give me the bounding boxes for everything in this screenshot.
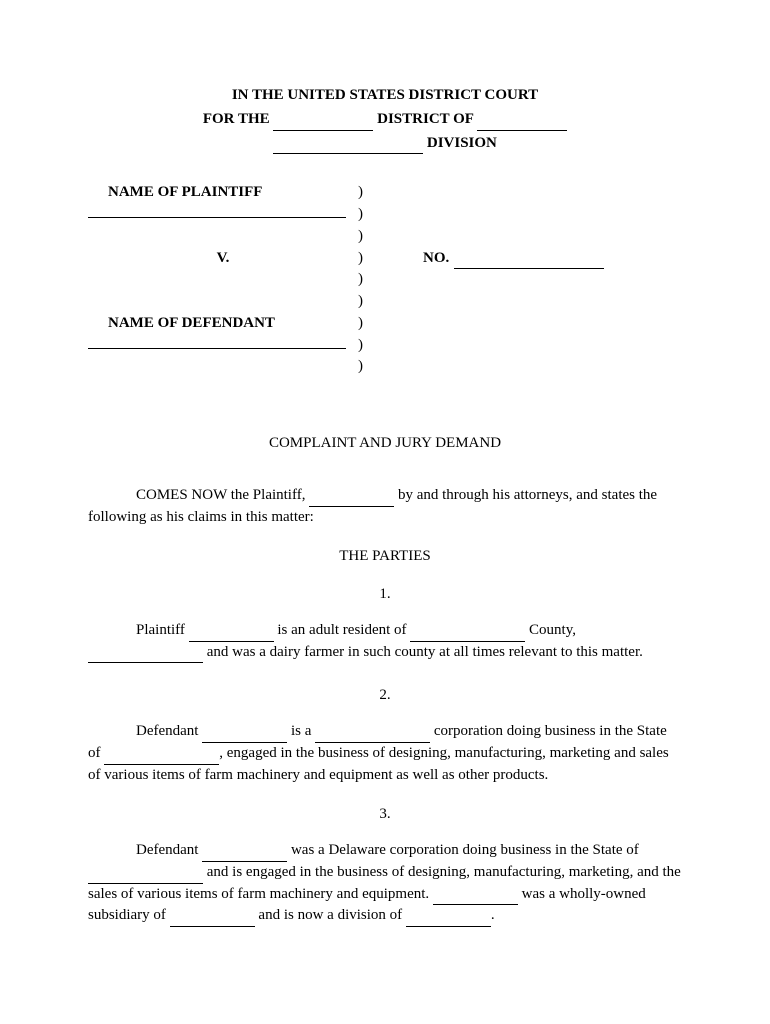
header-text-2a: FOR THE <box>203 111 274 127</box>
intro-text-a: COMES NOW the Plaintiff, <box>136 487 309 503</box>
header-text-2b: DISTRICT OF <box>373 111 477 127</box>
caption-paren: ) <box>358 204 373 226</box>
caption-paren: ) <box>358 226 373 248</box>
p2-blank-2[interactable] <box>315 742 430 743</box>
p1-text-b: is an adult resident of <box>274 622 411 638</box>
p3-text-b: was a Delaware corporation doing busines… <box>287 842 639 858</box>
court-header-line3: DIVISION <box>88 133 682 155</box>
p3-blank-1[interactable] <box>202 861 287 862</box>
district-blank-1[interactable] <box>273 130 373 131</box>
p2-blank-1[interactable] <box>202 742 287 743</box>
court-header-line1: IN THE UNITED STATES DISTRICT COURT <box>88 85 682 107</box>
case-no-label: NO. <box>423 250 449 266</box>
caption-paren: ) <box>358 291 373 313</box>
p1-text-a: Plaintiff <box>136 622 189 638</box>
plaintiff-inline-blank[interactable] <box>309 506 394 507</box>
header-text-3b: DIVISION <box>423 135 497 151</box>
parties-heading: THE PARTIES <box>88 546 682 568</box>
defendant-name-blank[interactable] <box>88 335 346 349</box>
p1-text-d: and was a dairy farmer in such county at… <box>203 644 643 660</box>
caption-paren: ) <box>358 248 373 270</box>
district-blank-2[interactable] <box>477 130 567 131</box>
p2-text-b: is a <box>287 723 315 739</box>
p3-blank-4[interactable] <box>170 926 255 927</box>
court-header-line2: FOR THE DISTRICT OF <box>88 109 682 131</box>
p2-text-a: Defendant <box>136 723 202 739</box>
defendant-label: NAME OF DEFENDANT <box>88 313 358 335</box>
case-caption: NAME OF PLAINTIFF ) ) ) V. ) NO. ) ) NAM… <box>88 182 682 378</box>
paragraph-2: Defendant is a corporation doing busines… <box>88 721 682 786</box>
p3-text-e: and is now a division of <box>255 907 406 923</box>
p3-blank-5[interactable] <box>406 926 491 927</box>
p3-text-a: Defendant <box>136 842 202 858</box>
para-1-number: 1. <box>88 584 682 606</box>
p1-text-c: County, <box>525 622 576 638</box>
p3-blank-3[interactable] <box>433 904 518 905</box>
caption-paren: ) <box>358 356 373 378</box>
p1-blank-3[interactable] <box>88 662 203 663</box>
p1-blank-1[interactable] <box>189 641 274 642</box>
plaintiff-label: NAME OF PLAINTIFF <box>88 182 358 204</box>
caption-paren: ) <box>358 335 373 357</box>
header-text-1: IN THE UNITED STATES DISTRICT COURT <box>232 87 538 103</box>
document-title: COMPLAINT AND JURY DEMAND <box>88 433 682 455</box>
paragraph-1: Plaintiff is an adult resident of County… <box>88 620 682 664</box>
p1-blank-2[interactable] <box>410 641 525 642</box>
versus-label: V. <box>217 250 230 266</box>
para-3-number: 3. <box>88 804 682 826</box>
division-blank[interactable] <box>273 153 423 154</box>
caption-paren: ) <box>358 313 373 335</box>
caption-paren: ) <box>358 269 373 291</box>
p3-blank-2[interactable] <box>88 883 203 884</box>
paragraph-3: Defendant was a Delaware corporation doi… <box>88 840 682 927</box>
caption-paren: ) <box>358 182 373 204</box>
p2-blank-3[interactable] <box>104 764 219 765</box>
plaintiff-name-blank[interactable] <box>88 204 346 218</box>
p3-text-f: . <box>491 907 495 923</box>
para-2-number: 2. <box>88 685 682 707</box>
intro-paragraph: COMES NOW the Plaintiff, by and through … <box>88 485 682 529</box>
